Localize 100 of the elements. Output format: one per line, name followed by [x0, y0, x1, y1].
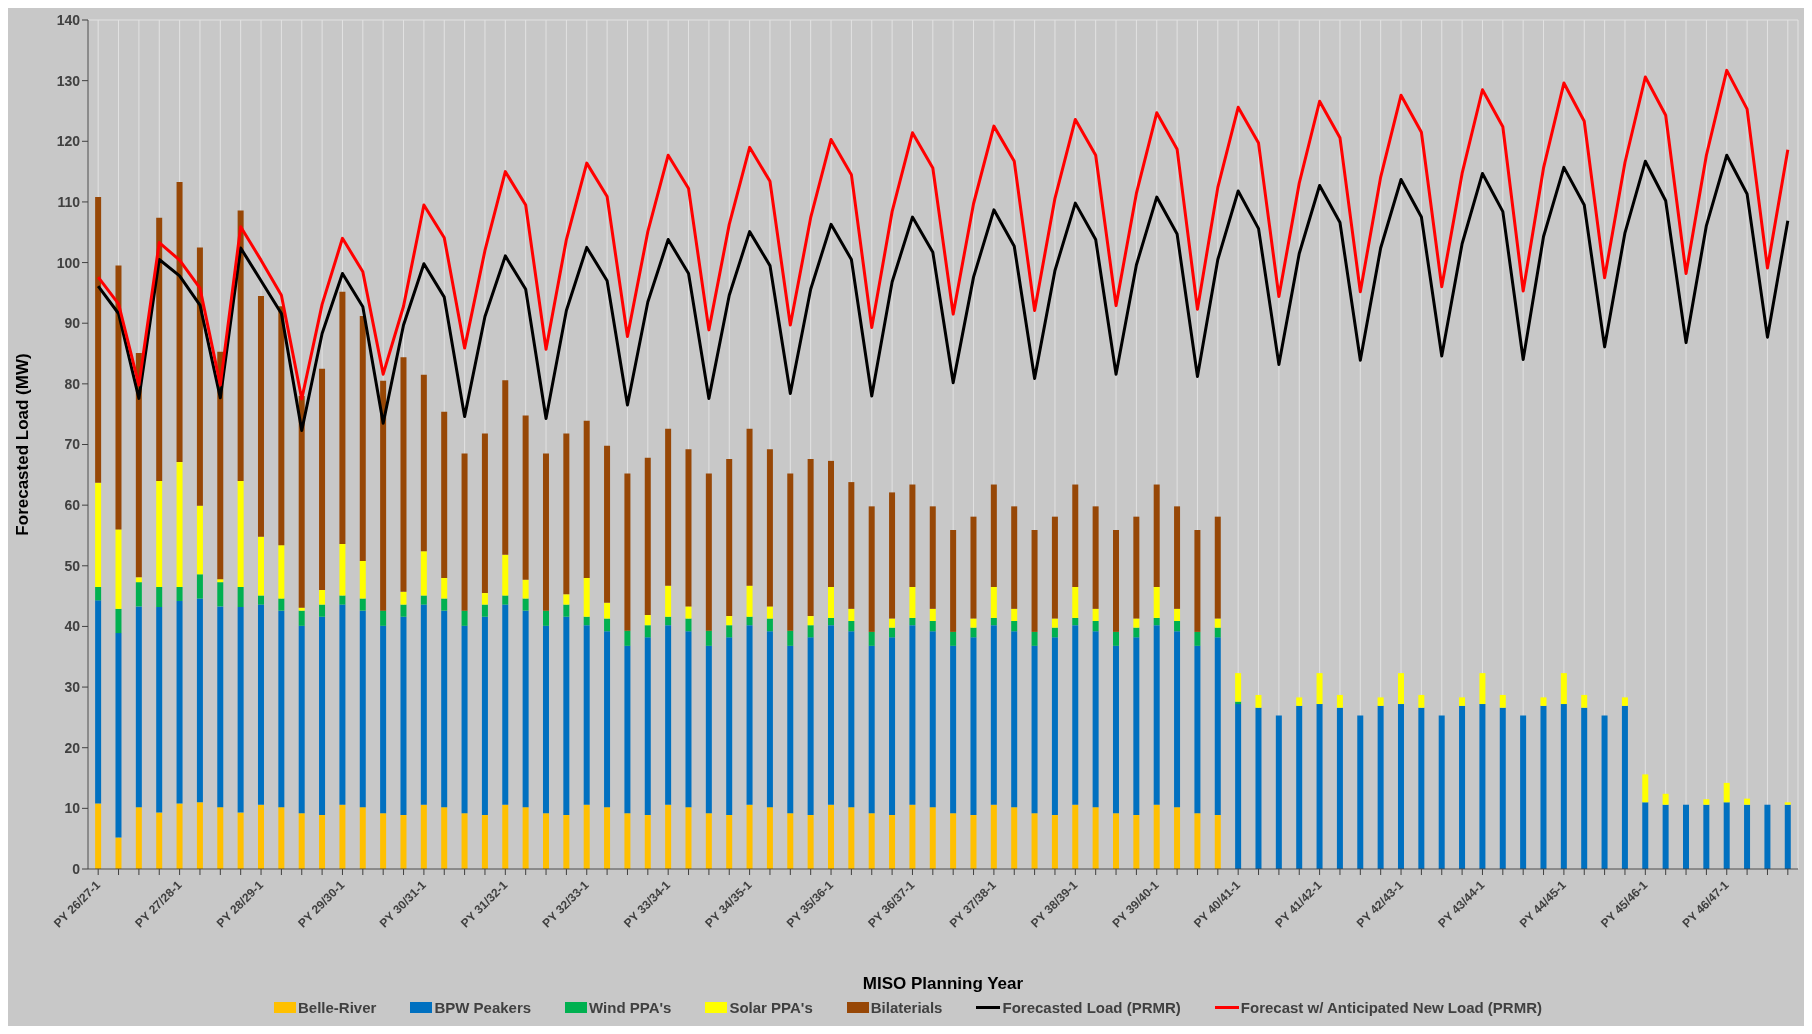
bar — [624, 645, 631, 814]
bar — [583, 804, 590, 869]
legend-label: BPW Peakers — [433, 999, 532, 1016]
bar — [95, 803, 102, 869]
bar — [868, 506, 875, 632]
legend-label: Belle-River — [297, 999, 377, 1016]
bar — [522, 807, 529, 869]
bar — [827, 587, 834, 618]
bar — [665, 804, 672, 869]
bar — [1051, 618, 1058, 628]
bar — [827, 617, 834, 626]
bar — [970, 627, 977, 638]
bar — [1174, 506, 1181, 609]
bar — [1316, 704, 1323, 869]
bar — [1031, 645, 1038, 814]
bar — [135, 807, 142, 869]
bar — [807, 625, 814, 638]
bar — [726, 815, 733, 869]
bar — [889, 627, 896, 638]
bar — [685, 449, 692, 607]
bar — [298, 813, 305, 869]
bar — [1499, 707, 1506, 869]
bar — [827, 460, 834, 588]
bar — [1011, 608, 1018, 621]
bar — [1560, 704, 1567, 869]
bar — [1438, 715, 1445, 869]
bar — [522, 598, 529, 611]
bar — [339, 595, 346, 605]
bar — [705, 645, 712, 814]
bar — [1744, 804, 1751, 869]
bar — [970, 815, 977, 869]
bar — [665, 428, 672, 586]
bar — [1642, 774, 1649, 803]
bar — [380, 610, 387, 626]
bar — [420, 595, 427, 605]
bar — [298, 607, 305, 611]
bar — [1072, 625, 1079, 805]
y-tick-label: 20 — [64, 739, 81, 756]
bar — [400, 591, 407, 605]
bar — [1479, 704, 1486, 869]
bar — [1112, 631, 1119, 646]
bar — [1051, 815, 1058, 869]
bar — [909, 625, 916, 805]
legend-label: Forecast w/ Anticipated New Load (PRMR) — [1239, 999, 1542, 1016]
bar — [156, 217, 163, 481]
bar — [237, 812, 244, 869]
bar — [1377, 705, 1384, 869]
bar — [1092, 608, 1099, 621]
bar — [726, 616, 733, 626]
y-tick-label: 40 — [64, 618, 81, 635]
bar — [583, 625, 590, 805]
bar — [1214, 516, 1221, 619]
bar — [950, 631, 957, 646]
bar — [257, 536, 264, 596]
bar — [705, 473, 712, 631]
bar — [1072, 617, 1079, 626]
bar — [624, 813, 631, 869]
bar — [522, 610, 529, 808]
bar — [481, 433, 488, 594]
bar — [807, 459, 814, 617]
bar — [1072, 804, 1079, 869]
bar — [319, 604, 326, 617]
legend-label: Wind PPA's — [588, 999, 672, 1016]
bar — [868, 631, 875, 646]
bar — [1011, 807, 1018, 869]
bar — [848, 807, 855, 869]
bar — [278, 610, 285, 808]
bar — [522, 415, 529, 580]
bar — [685, 631, 692, 808]
bar — [380, 625, 387, 814]
bar — [787, 813, 794, 869]
bar — [787, 630, 794, 646]
bar — [1397, 704, 1404, 869]
bar — [868, 813, 875, 869]
bar — [1377, 697, 1384, 706]
bar — [563, 594, 570, 605]
bar — [950, 645, 957, 814]
bar — [1153, 804, 1160, 869]
bar — [115, 837, 122, 869]
bar — [400, 357, 407, 592]
bar — [319, 616, 326, 816]
bar — [217, 807, 224, 869]
bar — [502, 804, 509, 869]
bar — [827, 804, 834, 869]
bar — [990, 804, 997, 869]
bar — [1784, 802, 1791, 805]
bar — [746, 616, 753, 626]
bar — [400, 604, 407, 617]
bar — [848, 631, 855, 808]
bar — [1031, 530, 1038, 632]
bar — [1214, 618, 1221, 628]
bar — [542, 813, 549, 869]
bar — [1092, 807, 1099, 869]
line-series — [96, 153, 1790, 433]
bar — [970, 618, 977, 628]
bar — [481, 593, 488, 605]
bar — [644, 815, 651, 869]
bar — [583, 420, 590, 578]
bar — [135, 577, 142, 583]
bar — [1296, 697, 1303, 706]
